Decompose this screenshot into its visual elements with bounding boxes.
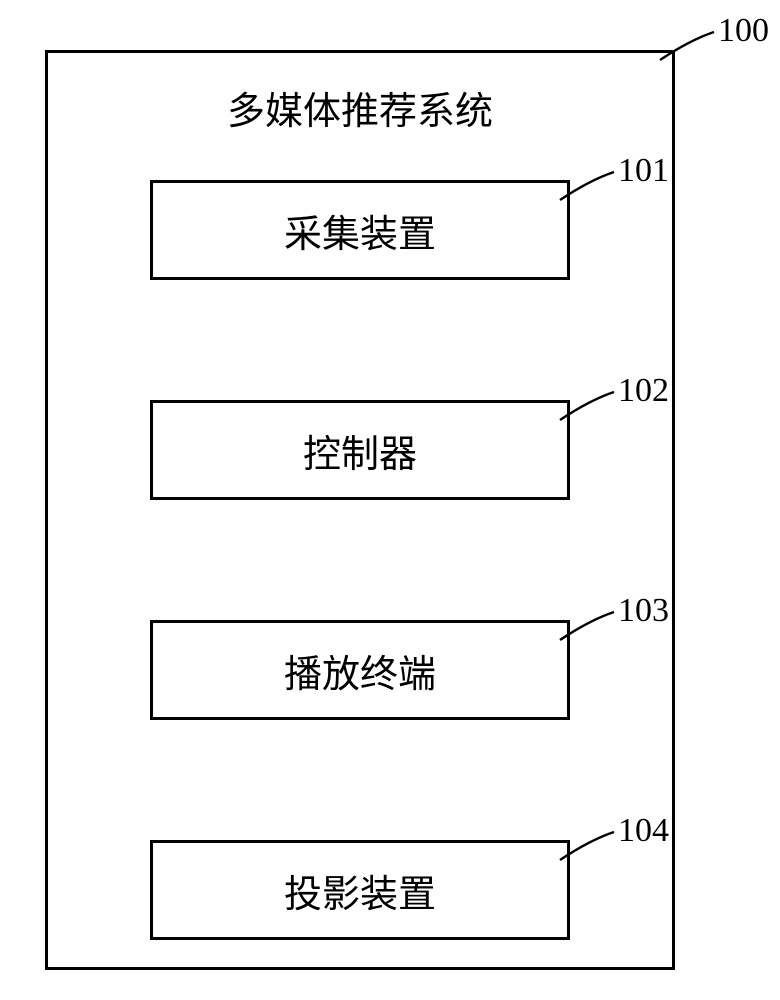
ref-label-102: 102 xyxy=(618,372,669,410)
callout-line-101 xyxy=(560,172,614,200)
callout-line-102 xyxy=(560,392,614,420)
callout-line-103 xyxy=(560,612,614,640)
callout-line-100 xyxy=(660,32,714,60)
ref-label-101: 101 xyxy=(618,152,669,190)
callout-lines xyxy=(0,0,780,1000)
ref-label-100: 100 xyxy=(718,12,769,50)
ref-label-103: 103 xyxy=(618,592,669,630)
ref-label-104: 104 xyxy=(618,812,669,850)
callout-line-104 xyxy=(560,832,614,860)
